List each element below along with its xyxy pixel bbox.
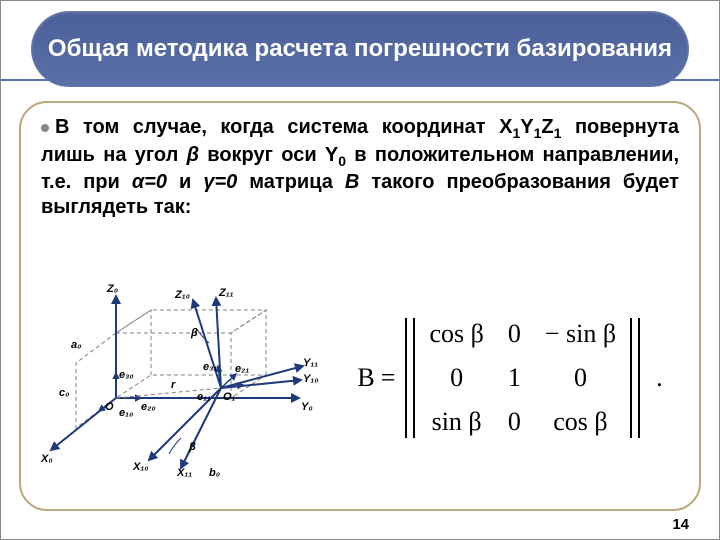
- lbl-Y10: Y₁₀: [303, 373, 319, 385]
- lbl-e30: e₃₀: [119, 369, 134, 381]
- matrix-right-bar-icon: [630, 318, 640, 438]
- lbl-beta2: β: [188, 441, 196, 453]
- lbl-X10: X₁₀: [132, 461, 149, 473]
- lbl-a0: a₀: [71, 339, 81, 351]
- lbl-r: r: [171, 379, 176, 391]
- lbl-e10: e₁₀: [119, 407, 133, 419]
- bullet-icon: [41, 124, 49, 132]
- lbl-Y0: Y₀: [301, 401, 313, 413]
- text-run: и: [167, 171, 203, 193]
- m-c11: cos β: [429, 319, 483, 349]
- lower-row: Z₀ Z₁₀ Z₁₁ Y₁₁ Y₁₀ Y₀ X₀ X₁₀ X₁₁ О О₁ β …: [21, 251, 699, 505]
- text-run: В том случае, когда система координат: [55, 116, 499, 138]
- lbl-e21: e₂₁: [235, 363, 249, 375]
- lbl-X11: X₁₁: [176, 467, 192, 478]
- var-gamma0: γ=0: [203, 171, 237, 193]
- matrix-grid: cos β 0 − sin β 0 1 0 sin β 0 cos β: [419, 313, 626, 443]
- lbl-Z10: Z₁₀: [174, 289, 190, 301]
- lbl-e20: e₂₀: [141, 401, 156, 413]
- var-X: X: [499, 116, 512, 138]
- var-Y: Y: [520, 116, 533, 138]
- formula-B: B: [357, 363, 374, 393]
- m-c21: 0: [429, 363, 483, 393]
- lbl-O1: О₁: [223, 391, 236, 403]
- m-c13: − sin β: [545, 319, 616, 349]
- page-number: 14: [672, 516, 689, 533]
- sub-0: 0: [338, 153, 346, 169]
- lbl-Z11: Z₁₁: [218, 287, 234, 299]
- m-c32: 0: [508, 407, 521, 437]
- matrix-left-bar-icon: [405, 318, 415, 438]
- lbl-b0: b₀: [209, 467, 220, 478]
- lbl-Y11: Y₁₁: [303, 357, 318, 369]
- m-c33: cos β: [545, 407, 616, 437]
- text-run: вокруг оси: [199, 144, 325, 166]
- m-c23: 0: [545, 363, 616, 393]
- rotation-matrix-formula: B = cos β 0 − sin β 0 1 0 sin β 0 cos β …: [321, 313, 699, 443]
- lbl-X0: X₀: [40, 453, 53, 465]
- lbl-O: О: [105, 401, 114, 413]
- var-beta: β: [187, 144, 199, 166]
- slide-title: Общая методика расчета погрешности базир…: [31, 11, 689, 87]
- m-c31: sin β: [429, 407, 483, 437]
- formula-eq: =: [381, 363, 396, 393]
- lbl-e31: e₃₁: [203, 361, 217, 373]
- text-run: матрица: [237, 171, 345, 193]
- body-paragraph: В том случае, когда система координат X1…: [41, 115, 679, 220]
- lbl-e11: e₁₁: [197, 391, 211, 403]
- m-c22: 1: [508, 363, 521, 393]
- coordinate-diagram: Z₀ Z₁₀ Z₁₁ Y₁₁ Y₁₀ Y₀ X₀ X₁₀ X₁₁ О О₁ β …: [21, 278, 321, 478]
- var-Z: Z: [541, 116, 553, 138]
- m-c12: 0: [508, 319, 521, 349]
- slide: Общая методика расчета погрешности базир…: [0, 0, 720, 540]
- var-Y0: Y: [325, 144, 338, 166]
- lbl-Z0: Z₀: [106, 283, 118, 295]
- formula-period: .: [656, 363, 663, 393]
- lbl-c0: c₀: [59, 387, 69, 399]
- lbl-beta1: β: [190, 327, 198, 339]
- var-alpha0: α=0: [132, 171, 167, 193]
- var-B: В: [345, 171, 359, 193]
